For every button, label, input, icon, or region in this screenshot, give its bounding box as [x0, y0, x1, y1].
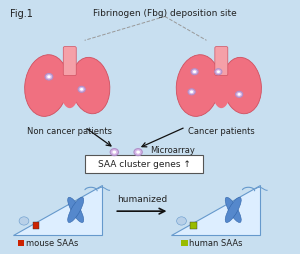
FancyBboxPatch shape — [215, 46, 228, 75]
Ellipse shape — [223, 57, 261, 114]
Ellipse shape — [68, 197, 84, 223]
FancyBboxPatch shape — [85, 155, 203, 173]
Ellipse shape — [68, 197, 84, 223]
Text: Fibrinogen (Fbg) deposition site: Fibrinogen (Fbg) deposition site — [93, 9, 237, 18]
Bar — [18, 240, 24, 246]
Circle shape — [112, 151, 116, 154]
Circle shape — [217, 70, 220, 73]
Circle shape — [19, 217, 29, 225]
Circle shape — [193, 70, 196, 73]
Circle shape — [47, 75, 51, 78]
Ellipse shape — [212, 70, 230, 108]
Circle shape — [110, 149, 118, 156]
Ellipse shape — [25, 55, 68, 116]
Bar — [33, 222, 39, 229]
Circle shape — [134, 149, 142, 156]
Circle shape — [190, 90, 193, 93]
Circle shape — [45, 73, 53, 80]
Ellipse shape — [225, 197, 241, 223]
Ellipse shape — [225, 197, 241, 223]
Ellipse shape — [176, 55, 220, 116]
Circle shape — [177, 217, 186, 225]
FancyBboxPatch shape — [63, 46, 76, 75]
Text: human SAAs: human SAAs — [189, 239, 243, 248]
Text: Cancer patients: Cancer patients — [188, 127, 255, 136]
Text: Fig.1: Fig.1 — [10, 9, 33, 19]
Circle shape — [80, 88, 83, 91]
Polygon shape — [13, 185, 102, 235]
Text: humanized: humanized — [117, 195, 167, 204]
Circle shape — [191, 69, 198, 75]
Circle shape — [136, 151, 140, 154]
Circle shape — [236, 91, 243, 97]
Circle shape — [188, 89, 195, 95]
Bar — [181, 240, 188, 246]
Circle shape — [215, 69, 222, 75]
Bar — [190, 222, 197, 229]
Text: Microarray: Microarray — [150, 146, 195, 155]
Circle shape — [78, 86, 85, 92]
Polygon shape — [171, 185, 260, 235]
Ellipse shape — [71, 57, 110, 114]
Ellipse shape — [61, 70, 79, 108]
Circle shape — [238, 93, 241, 96]
Text: Non cancer patients: Non cancer patients — [27, 127, 112, 136]
Text: mouse SAAs: mouse SAAs — [26, 239, 78, 248]
Text: SAA cluster genes ↑: SAA cluster genes ↑ — [98, 160, 190, 169]
